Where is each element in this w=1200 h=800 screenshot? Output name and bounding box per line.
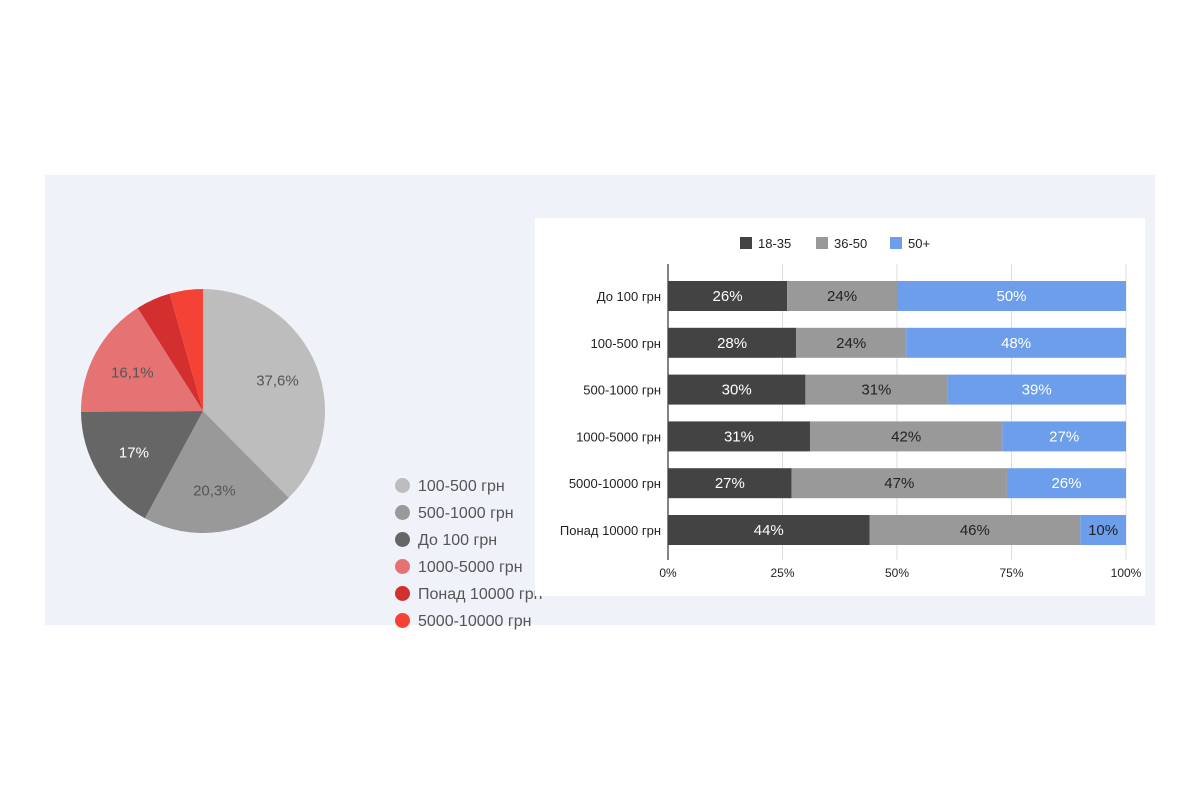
pie-slice-100-500-грн <box>203 289 325 498</box>
pie-value-label: 37,6% <box>256 372 299 389</box>
bar-value-label: 46% <box>960 522 990 539</box>
bar-segment-50 <box>1006 468 1126 499</box>
x-tick-label: 75% <box>999 566 1023 580</box>
legend-swatch-icon <box>816 237 828 249</box>
bar-value-label: 48% <box>1001 335 1031 352</box>
y-category-label: 1000-5000 грн <box>576 429 661 444</box>
bar-value-label: 47% <box>884 475 914 492</box>
bar-segment-18-35 <box>668 374 806 405</box>
bar-segment-50 <box>906 327 1126 358</box>
x-tick-label: 25% <box>770 566 794 580</box>
bar-segment-50 <box>947 374 1126 405</box>
legend-dot-icon <box>395 478 410 493</box>
y-category-label: Понад 10000 грн <box>560 523 661 538</box>
bar-value-label: 10% <box>1088 522 1118 539</box>
bar-value-label: 26% <box>713 288 743 305</box>
legend-swatch-icon <box>740 237 752 249</box>
pie-legend-item: До 100 грн <box>395 530 545 552</box>
pie-chart: 37,6% 20,3% 17% 16,1% <box>81 289 325 533</box>
pie-legend-item: 500-1000 грн <box>395 503 545 525</box>
bar-chart: 0% 25% 50% 75% 100% До 100 грн 26% 24% 50% 100-50… <box>560 236 1142 580</box>
bar-segment-50 <box>1002 421 1126 452</box>
pie-value-label: 16,1% <box>111 364 154 381</box>
bar-value-label: 26% <box>1051 475 1081 492</box>
bar-value-label: 39% <box>1022 382 1052 399</box>
legend-dot-icon <box>395 586 410 601</box>
bar-value-label: 42% <box>891 428 921 445</box>
pie-slice-до-100-грн <box>81 411 203 519</box>
bar-value-label: 50% <box>996 288 1026 305</box>
legend-label: 1000-5000 грн <box>418 559 523 576</box>
pie-slice-1000-5000-грн <box>81 307 203 412</box>
pie-legend-item: 1000-5000 грн <box>395 557 545 579</box>
bar-value-label: 24% <box>836 335 866 352</box>
legend-label: 500-1000 грн <box>418 505 514 522</box>
bar-value-label: 27% <box>715 475 745 492</box>
y-category-label: До 100 грн <box>597 289 661 304</box>
pie-legend: 100-500 грн 500-1000 грн До 100 грн 1000-50… <box>395 476 545 638</box>
bar-chart-card: 0% 25% 50% 75% 100% До 100 грн 26% 24% 50% 100-50… <box>535 218 1145 596</box>
y-category-label: 100-500 грн <box>591 336 661 351</box>
bar-segment-18-35 <box>668 281 788 311</box>
bar-legend-label: 50+ <box>908 236 930 251</box>
legend-label: 5000-10000 грн <box>418 613 532 630</box>
bar-value-label: 24% <box>827 288 857 305</box>
bar-segment-18-35 <box>668 421 810 452</box>
bar-value-label: 28% <box>717 335 747 352</box>
legend-dot-icon <box>395 532 410 547</box>
bar-value-label: 30% <box>722 382 752 399</box>
pie-slice-5000-10000-грн <box>169 289 203 411</box>
bar-segment-36-50 <box>787 281 897 311</box>
bar-segment-36-50 <box>791 468 1007 499</box>
bar-legend-label: 18-35 <box>758 236 791 251</box>
legend-dot-icon <box>395 613 410 628</box>
legend-dot-icon <box>395 505 410 520</box>
pie-slice-понад-10000-грн <box>137 293 203 411</box>
x-tick-label: 50% <box>885 566 909 580</box>
y-category-label: 5000-10000 грн <box>569 476 661 491</box>
bar-value-label: 31% <box>861 382 891 399</box>
bar-segment-36-50 <box>796 327 907 358</box>
bar-segment-50 <box>1080 515 1126 545</box>
pie-legend-item: 5000-10000 грн <box>395 611 545 633</box>
bar-legend-label: 36-50 <box>834 236 867 251</box>
bar-segment-50 <box>897 281 1126 311</box>
legend-label: До 100 грн <box>418 532 498 549</box>
bar-segment-18-35 <box>668 515 870 545</box>
legend-label: 100-500 грн <box>418 478 505 495</box>
bar-segment-36-50 <box>809 421 1003 452</box>
legend-label: Понад 10000 грн <box>418 586 543 603</box>
bar-value-label: 27% <box>1049 428 1079 445</box>
bar-value-label: 31% <box>724 428 754 445</box>
bar-segment-36-50 <box>869 515 1081 545</box>
legend-swatch-icon <box>890 237 902 249</box>
bar-segment-18-35 <box>668 468 792 499</box>
x-tick-label: 0% <box>659 566 677 580</box>
bar-value-label: 44% <box>754 522 784 539</box>
bar-segment-18-35 <box>668 327 797 358</box>
bar-segment-36-50 <box>805 374 948 405</box>
pie-legend-item: 100-500 грн <box>395 476 545 498</box>
pie-value-label: 20,3% <box>193 483 236 500</box>
pie-slice-500-1000-грн <box>144 411 289 533</box>
legend-dot-icon <box>395 559 410 574</box>
pie-legend-item: Понад 10000 грн <box>395 584 545 606</box>
pie-value-label: 17% <box>119 444 149 461</box>
y-category-label: 500-1000 грн <box>583 383 661 398</box>
x-tick-label: 100% <box>1111 566 1142 580</box>
